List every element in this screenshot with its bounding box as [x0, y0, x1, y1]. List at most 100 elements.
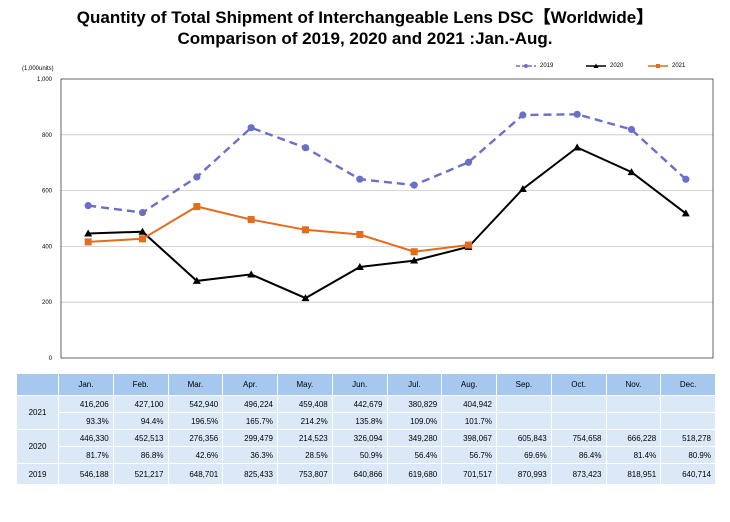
table-header-cell — [16, 373, 59, 396]
data-point-2019 — [627, 125, 636, 134]
table-header-cell: Sep. — [496, 373, 552, 396]
table-value-cell — [605, 395, 662, 413]
table-ratio-cell: 86.8% — [112, 446, 169, 464]
y-tick-label: 600 — [42, 189, 53, 195]
legend-swatch-2020 — [586, 63, 606, 68]
y-tick-label: 0 — [49, 356, 53, 362]
series-2021 — [84, 203, 472, 256]
data-point-2019 — [356, 175, 364, 183]
line-chart: (1,000units) 0 200 400 600 800 1,000 — [22, 66, 714, 362]
table-value-cell: 427,100 — [112, 395, 169, 413]
table-ratio-cell — [605, 412, 662, 430]
data-point-2019 — [84, 202, 92, 210]
table-value-cell: 825,433 — [222, 463, 278, 485]
table-value-cell: 605,843 — [496, 429, 552, 447]
table-value-cell: 542,940 — [167, 395, 224, 413]
table-ratio-cell: 93.3% — [58, 412, 114, 430]
table-ratio-cell: 36.3% — [222, 446, 278, 464]
table-row: 2021 416,206 427,100 542,940 496,224 459,408 4… — [16, 395, 716, 430]
table-value-cell: 873,423 — [550, 463, 607, 485]
table-ratio-cell: 80.9% — [660, 446, 716, 464]
table-header-cell: Oct. — [550, 373, 607, 396]
table-ratio-cell — [550, 412, 607, 430]
table-header-cell: Jul. — [386, 373, 443, 396]
data-point-2019 — [573, 110, 581, 118]
table-year-cell: 2020 — [16, 429, 59, 464]
legend-item-2021: 2021 — [647, 63, 685, 69]
table-value-cell: 818,951 — [605, 463, 662, 485]
table-ratio-cell: 214.2% — [277, 412, 333, 430]
data-point-2020 — [84, 229, 93, 237]
table-ratio-cell: 81.4% — [605, 446, 662, 464]
legend-swatch-2021 — [648, 64, 668, 68]
table-value-cell: 518,278 — [660, 429, 716, 447]
data-table: Jan. Feb. Mar. Apr. May. Jun. Jul. Aug. … — [16, 373, 716, 485]
y-tick-label: 800 — [42, 133, 53, 139]
gridlines — [61, 134, 713, 303]
table-value-cell: 619,680 — [386, 463, 443, 485]
table-header-cell: May. — [277, 373, 333, 396]
data-point-2019 — [247, 124, 255, 132]
table-value-cell: 870,993 — [496, 463, 552, 485]
table-value-cell — [660, 395, 716, 413]
table-value-cell: 446,330 — [58, 429, 114, 447]
table-ratio-cell: 196.5% — [167, 412, 224, 430]
plot-area-border — [60, 78, 714, 359]
data-point-2020 — [627, 168, 636, 176]
data-point-2020 — [138, 227, 147, 235]
data-point-2019 — [410, 181, 418, 189]
data-point-2019 — [138, 208, 147, 217]
table-ratio-cell: 94.4% — [112, 412, 169, 430]
table-value-cell: 640,866 — [331, 463, 388, 485]
table-value-cell — [496, 395, 552, 413]
table-year-cell: 2019 — [16, 463, 59, 485]
table-ratio-cell — [496, 412, 552, 430]
table-row: 2019 546,188 521,217 648,701 825,433 753,807 6… — [16, 463, 716, 485]
y-unit-label: (1,000units) — [22, 66, 54, 72]
table-row: 81.7% 86.8% 42.6% 36.3% 28.5% 50.9% 56.4% 56.7%… — [17, 446, 716, 464]
chart-title-line2: Comparison of 2019, 2020 and 2021 :Jan.-… — [177, 29, 553, 48]
table-value-cell: 326,094 — [331, 429, 388, 447]
table-value-cell: 546,188 — [58, 463, 114, 485]
data-point-2021 — [356, 230, 364, 238]
data-point-2021 — [302, 226, 309, 234]
table-ratio-cell: 101.7% — [441, 412, 497, 430]
table-ratio-cell: 56.7% — [441, 446, 497, 464]
data-point-2020 — [192, 276, 201, 284]
table-value-cell — [550, 395, 607, 413]
data-point-2020 — [518, 184, 527, 192]
table-ratio-cell: 109.0% — [386, 412, 443, 430]
table-ratio-cell — [660, 412, 716, 430]
data-point-2021 — [247, 216, 255, 224]
legend-label-2019: 2019 — [540, 63, 554, 69]
table-value-cell: 404,942 — [441, 395, 497, 413]
table-value-cell: 299,479 — [222, 429, 278, 447]
table-ratio-cell: 56.4% — [386, 446, 443, 464]
data-point-2020 — [681, 209, 690, 217]
table-value-cell: 648,701 — [167, 463, 224, 485]
data-point-2019 — [301, 144, 310, 152]
y-axis-ticks: 0 200 400 600 800 1,000 — [37, 77, 53, 362]
data-point-2021 — [139, 235, 146, 243]
table-ratio-cell: 28.5% — [277, 446, 333, 464]
table-ratio-cell: 50.9% — [331, 446, 388, 464]
legend-swatch-2019 — [516, 64, 536, 68]
data-point-2021 — [193, 203, 201, 211]
table-value-cell: 640,714 — [660, 463, 716, 485]
table-header-cell: Jan. — [58, 373, 114, 396]
table-value-cell: 701,517 — [441, 463, 497, 485]
data-point-2021 — [84, 238, 92, 246]
table-row: 93.3% 94.4% 196.5% 165.7% 214.2% 135.8% 109.0%… — [17, 412, 716, 430]
series-2020 — [84, 143, 690, 302]
data-point-2020 — [301, 294, 310, 302]
table-ratio-cell: 86.4% — [550, 446, 607, 464]
legend-label-2020: 2020 — [610, 63, 624, 69]
table-header-cell: Nov. — [605, 373, 662, 396]
data-point-2020 — [573, 143, 582, 151]
data-point-2019 — [193, 173, 201, 181]
y-tick-label: 1,000 — [37, 77, 53, 83]
table-value-cell: 214,523 — [277, 429, 333, 447]
table-value-cell: 452,513 — [112, 429, 169, 447]
legend-item-2020: 2020 — [585, 63, 623, 69]
table-value-cell: 666,228 — [605, 429, 662, 447]
